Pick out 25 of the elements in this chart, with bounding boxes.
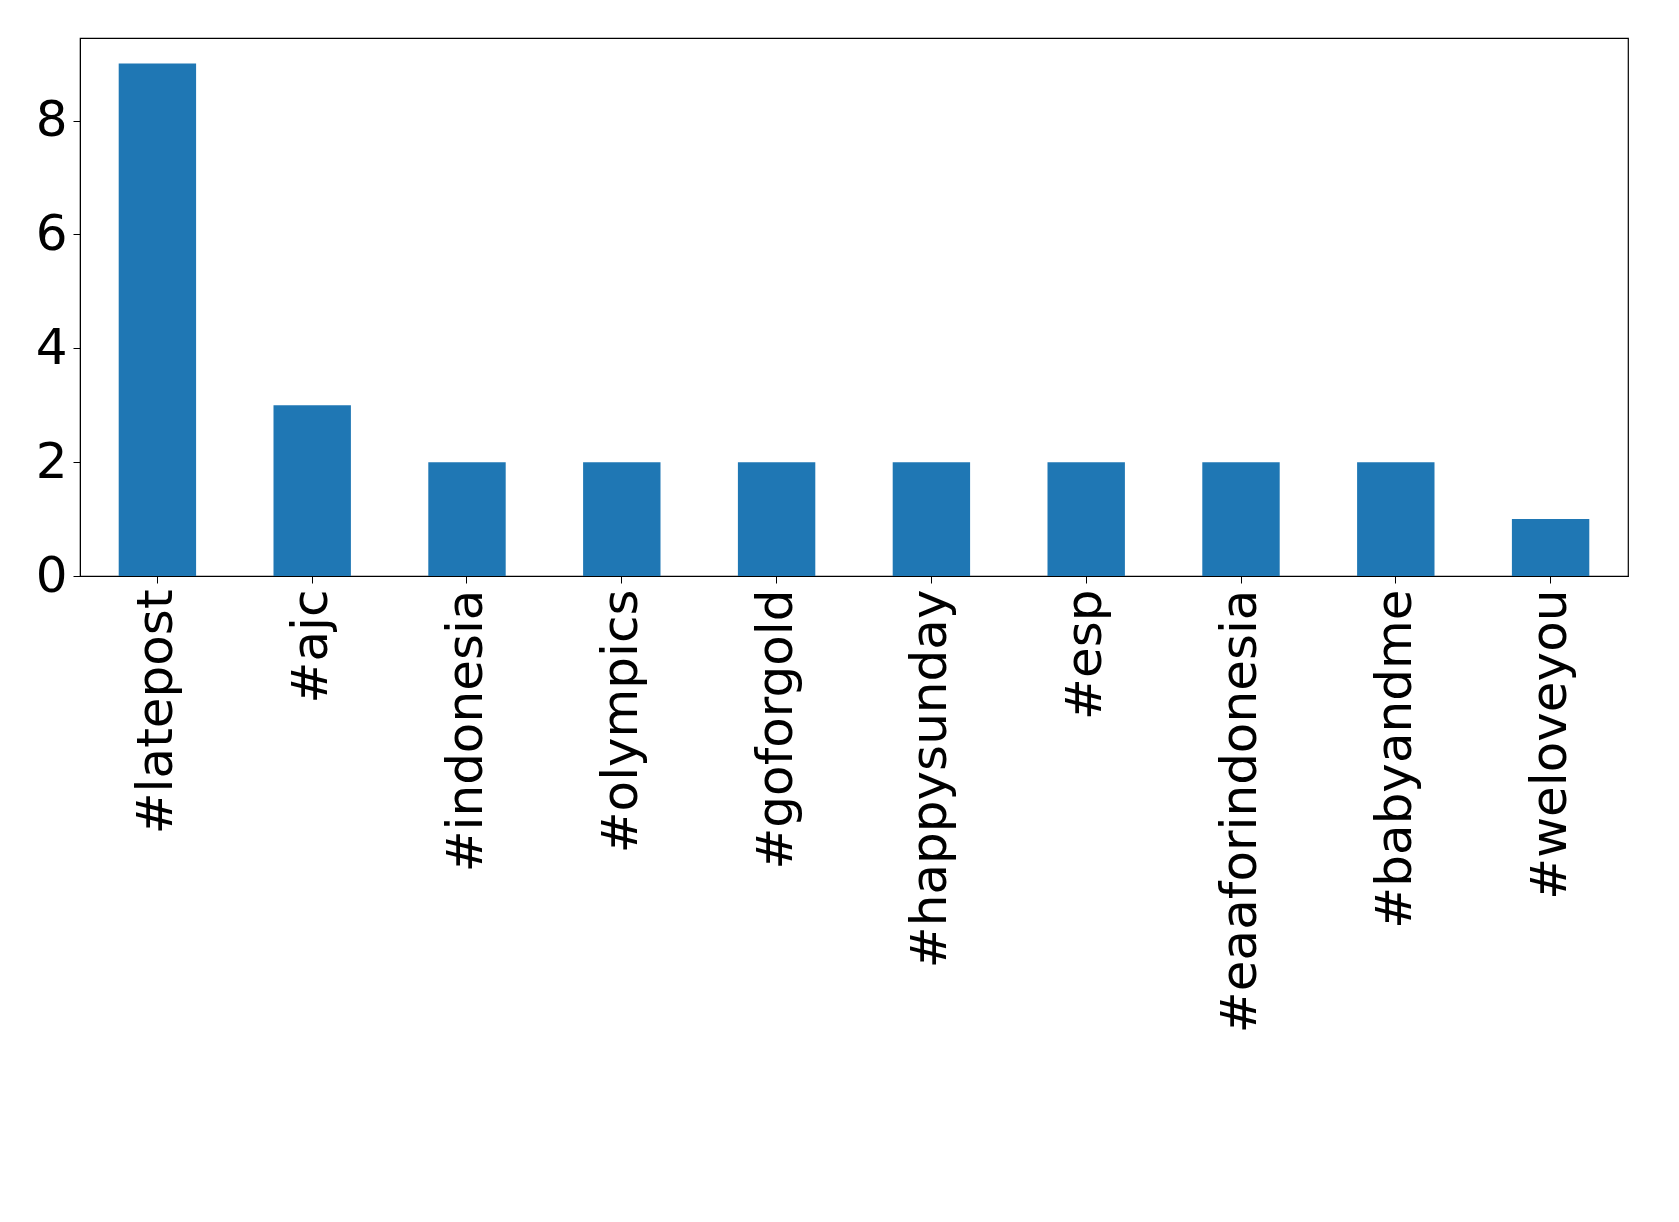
x-tick-label: #goforgold — [745, 589, 804, 870]
x-tick-label: #esp — [1055, 589, 1114, 720]
bar — [1202, 462, 1280, 576]
y-tick-label: 6 — [35, 203, 68, 262]
x-tick-label: #eaaforindonesia — [1210, 589, 1268, 1034]
bar — [118, 63, 197, 576]
y-tick-label: 8 — [35, 90, 68, 149]
bar — [892, 462, 971, 576]
bar — [1047, 462, 1125, 576]
bar — [273, 405, 351, 576]
bar — [583, 462, 661, 576]
x-tick-label: #happysunday — [900, 589, 959, 969]
x-tick-label: #latepost — [126, 589, 185, 835]
bar — [428, 462, 506, 576]
x-tick-label: #olympics — [590, 589, 649, 854]
y-tick-label: 0 — [35, 545, 68, 604]
bar — [1511, 519, 1590, 576]
y-tick-label: 2 — [35, 431, 68, 490]
y-tick-label: 4 — [35, 317, 68, 376]
x-tick-label: #babyandme — [1364, 589, 1423, 929]
bar — [737, 462, 816, 576]
x-tick-label: #weloveyou — [1519, 589, 1578, 900]
x-tick-label: #indonesia — [436, 589, 494, 873]
bar — [1357, 462, 1435, 576]
x-tick-label: #ajc — [281, 589, 340, 704]
